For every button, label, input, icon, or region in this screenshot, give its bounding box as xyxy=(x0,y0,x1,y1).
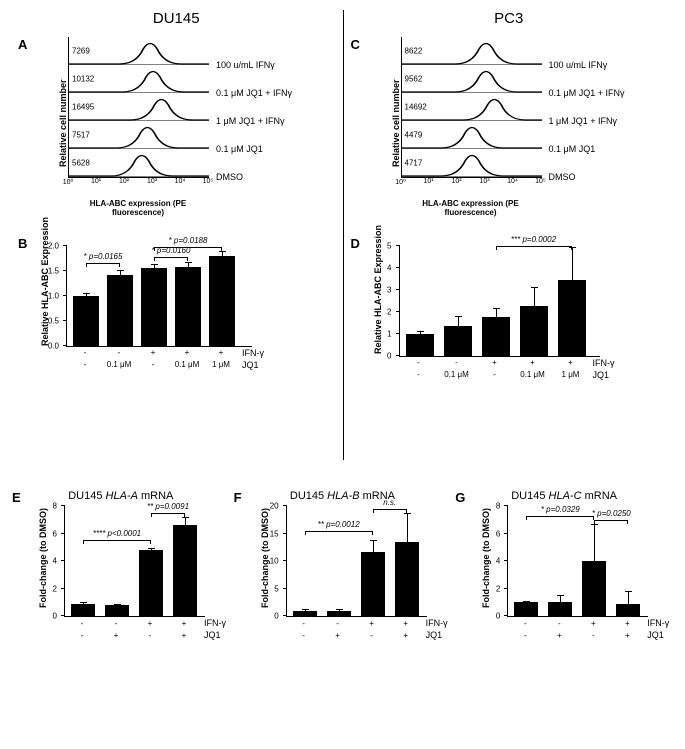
panel-label-b: B xyxy=(18,236,27,251)
panel-label-f: F xyxy=(234,490,242,505)
bar-plot-e: 02468**** p<0.0001** p=0.0091 xyxy=(64,506,205,617)
right-column: PC3 C Relative cell number 8622 9562 146… xyxy=(343,10,676,460)
histo-xlabel: HLA-ABC expression (PE fluorescence) xyxy=(68,200,208,218)
panel-b: B Relative HLA-ABC Expression 0.00.51.01… xyxy=(18,246,335,371)
title-e: DU145 HLA-A mRNA xyxy=(16,490,226,502)
panel-label-g: G xyxy=(455,490,465,505)
histogram-c: 8622 9562 14692 4479 4717 xyxy=(401,37,542,178)
panel-label-c: C xyxy=(351,37,360,52)
conditions-g: --++IFN-γ-+-+JQ1 xyxy=(507,617,685,641)
top-row: DU145 A Relative cell number 7269 10132 … xyxy=(10,10,675,460)
vertical-divider xyxy=(343,10,344,460)
panel-e: E DU145 HLA-A mRNA Fold-change (to DMSO)… xyxy=(10,490,232,641)
bar-ylabel: Fold-change (to DMSO) xyxy=(38,508,48,608)
histo-ylabel: Relative cell number xyxy=(391,79,401,167)
bar-ylabel: Fold-change (to DMSO) xyxy=(260,508,270,608)
panel-label-d: D xyxy=(351,236,360,251)
cell-line-title-right: PC3 xyxy=(351,10,668,27)
histo-ylabel: Relative cell number xyxy=(58,79,68,167)
bar-plot-b: 0.00.51.01.52.0* p=0.0165* p=0.0188* p=0… xyxy=(66,246,252,347)
panel-a: A Relative cell number 7269 10132 16495 … xyxy=(18,37,335,218)
panel-label-e: E xyxy=(12,490,21,505)
bar-plot-g: 02468* p=0.0329* p=0.0250 xyxy=(507,506,648,617)
title-g: DU145 HLA-C mRNA xyxy=(459,490,669,502)
bar-ylabel: Fold-change (to DMSO) xyxy=(481,508,491,608)
bar-plot-d: 012345*** p=0.0002 xyxy=(399,246,600,357)
bar-ylabel: Relative HLA-ABC Expression xyxy=(373,225,383,354)
conditions-b: --+++IFN-γ-0.1 μM-0.1 μM1 μMJQ1 xyxy=(66,347,311,371)
panel-label-a: A xyxy=(18,37,27,52)
left-column: DU145 A Relative cell number 7269 10132 … xyxy=(10,10,343,460)
panel-c: C Relative cell number 8622 9562 14692 4… xyxy=(351,37,668,218)
cell-line-title-left: DU145 xyxy=(18,10,335,27)
histo-xticks: 10⁰10¹10²10³10⁴10⁵ xyxy=(68,178,208,188)
panel-f: F DU145 HLA-B mRNA Fold-change (to DMSO)… xyxy=(232,490,454,641)
title-f: DU145 HLA-B mRNA xyxy=(238,490,448,502)
bar-plot-f: 05101520** p=0.0012n.s. xyxy=(286,506,427,617)
histo-xticks: 10⁰10¹10²10³10⁴10⁵ xyxy=(401,178,541,188)
bar-ylabel: Relative HLA-ABC Expression xyxy=(40,217,50,346)
conditions-d: --+++IFN-γ-0.1 μM-0.1 μM1 μMJQ1 xyxy=(399,357,659,381)
panel-d: D Relative HLA-ABC Expression 012345*** … xyxy=(351,246,668,381)
panel-g: G DU145 HLA-C mRNA Fold-change (to DMSO)… xyxy=(453,490,675,641)
bottom-row: E DU145 HLA-A mRNA Fold-change (to DMSO)… xyxy=(10,490,675,641)
histogram-a: 7269 10132 16495 7517 5628 xyxy=(68,37,209,178)
histo-xlabel: HLA-ABC expression (PE fluorescence) xyxy=(401,200,541,218)
